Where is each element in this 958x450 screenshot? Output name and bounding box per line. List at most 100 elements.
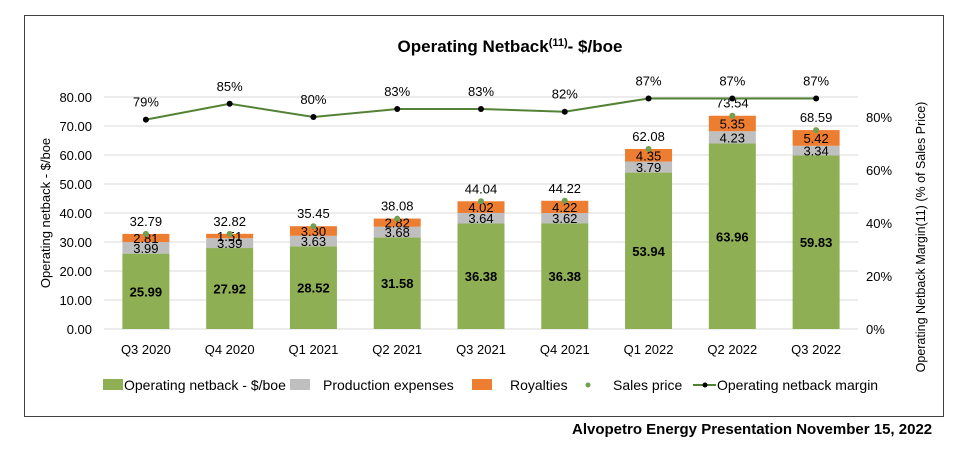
y-tick-label: 50.00 (59, 177, 92, 192)
data-label-production: 3.63 (301, 234, 326, 249)
data-label-sales-price: 68.59 (800, 110, 833, 125)
y2-tick-label: 20% (866, 269, 892, 284)
bar-segment-operating-netback-boe (122, 253, 170, 329)
sales-price-point (645, 145, 652, 152)
legend-marker-sales-price (585, 382, 591, 388)
data-label-netback: 36.38 (465, 269, 498, 284)
y-tick-label: 80.00 (59, 90, 92, 105)
bar-segment-operating-netback-boe (792, 155, 840, 329)
bar-segment-operating-netback-boe (206, 248, 254, 329)
x-tick-label: Q3 2021 (456, 342, 506, 357)
data-label-netback: 59.83 (800, 235, 833, 250)
bar-segment-production-expenses (122, 242, 170, 254)
data-label-margin: 83% (384, 84, 410, 99)
data-label-production: 3.39 (217, 236, 242, 251)
data-label-royalties: 2.81 (133, 231, 158, 246)
bar-segment-royalties (625, 148, 673, 162)
bar-segment-production-expenses (541, 213, 589, 224)
x-tick-label: Q4 2020 (205, 342, 255, 357)
bar-segment-operating-netback-boe (708, 143, 756, 329)
data-label-royalties: 2.82 (385, 216, 410, 231)
x-tick-label: Q3 2020 (121, 342, 171, 357)
margin-point (561, 108, 568, 115)
margin-point (645, 95, 652, 102)
margin-point (729, 95, 736, 102)
margin-point (478, 106, 484, 113)
x-tick-label: Q1 2021 (289, 342, 339, 357)
y-axis-title: Operating netback - $/boe (38, 138, 53, 288)
data-label-sales-price: 32.82 (213, 214, 246, 229)
y-tick-label: 10.00 (59, 293, 92, 308)
y2-tick-label: 60% (866, 163, 892, 178)
bar-segment-royalties (541, 200, 589, 213)
data-label-margin: 79% (133, 95, 159, 110)
sales-price-point (729, 112, 736, 119)
legend-label-netback: Operating netback - $/boe (124, 377, 286, 393)
x-tick-label: Q1 2022 (624, 342, 674, 357)
data-label-margin: 87% (636, 73, 662, 88)
sales-price-point (478, 198, 484, 205)
data-label-margin: 80% (300, 92, 326, 107)
bar-segment-production-expenses (206, 238, 254, 249)
data-label-sales-price: 44.22 (549, 181, 582, 196)
y-tick-label: 0.00 (67, 322, 92, 337)
x-tick-label: Q4 2021 (540, 342, 590, 357)
data-label-royalties: 4.22 (552, 200, 577, 215)
y2-axis-title: Operating Netback Margin(11) (% of Sales… (914, 102, 928, 373)
legend-label-sales-price: Sales price (613, 377, 682, 393)
bar-segment-operating-netback-boe (457, 223, 505, 329)
data-label-sales-price: 32.79 (130, 214, 163, 229)
presentation-footer: Alvopetro Energy Presentation November 1… (572, 421, 933, 438)
bar-segment-production-expenses (373, 226, 421, 238)
sales-price-point (310, 223, 317, 230)
data-label-netback: 63.96 (716, 229, 749, 244)
y2-tick-label: 80% (866, 110, 892, 125)
data-label-sales-price: 35.45 (297, 206, 330, 221)
y-tick-label: 30.00 (59, 235, 92, 250)
legend-label-margin: Operating netback margin (717, 377, 878, 393)
legend-label-production: Production expenses (323, 377, 454, 393)
bar-segment-production-expenses (457, 212, 505, 224)
sales-price-point (561, 197, 568, 204)
bar-segment-royalties (122, 233, 170, 243)
bar-segment-production-expenses (625, 161, 673, 173)
y-tick-label: 60.00 (59, 148, 92, 163)
legend-marker-margin (702, 382, 708, 388)
sales-price-point (226, 230, 233, 237)
sales-price-point (142, 230, 149, 237)
data-label-production: 3.79 (636, 160, 661, 175)
y2-tick-label: 40% (866, 216, 892, 231)
data-label-sales-price: 44.04 (465, 181, 498, 196)
legend-swatch-production (290, 379, 310, 390)
chart-frame (24, 15, 944, 417)
data-label-netback: 25.99 (130, 284, 163, 299)
data-label-royalties: 5.35 (720, 116, 745, 131)
legend-swatch-netback (103, 379, 123, 390)
data-label-production: 3.99 (133, 241, 158, 256)
data-label-royalties: 4.02 (468, 200, 493, 215)
bar-segment-operating-netback-boe (541, 223, 589, 329)
data-label-netback: 27.92 (213, 282, 246, 297)
bar-segment-royalties (289, 226, 337, 236)
data-label-margin: 87% (719, 73, 745, 88)
data-label-sales-price: 73.54 (716, 96, 749, 111)
data-label-margin: 82% (552, 87, 578, 102)
data-label-production: 3.64 (468, 211, 493, 226)
data-label-production: 4.23 (720, 130, 745, 145)
sales-price-point (394, 215, 401, 222)
x-tick-label: Q2 2022 (707, 342, 757, 357)
y2-tick-label: 0% (866, 322, 885, 337)
legend-label-royalties: Royalties (510, 377, 568, 393)
margin-point (142, 116, 149, 123)
chart-title: Operating Netback(11)- $/boe (398, 37, 623, 56)
bar-segment-royalties (457, 201, 505, 213)
data-label-production: 3.68 (385, 225, 410, 240)
bar-segment-operating-netback-boe (625, 172, 673, 329)
y-tick-label: 70.00 (59, 119, 92, 134)
x-tick-label: Q3 2022 (791, 342, 841, 357)
bar-segment-royalties (792, 130, 840, 146)
bar-segment-production-expenses (289, 235, 337, 247)
margin-point (813, 95, 820, 102)
data-label-sales-price: 62.08 (632, 129, 665, 144)
